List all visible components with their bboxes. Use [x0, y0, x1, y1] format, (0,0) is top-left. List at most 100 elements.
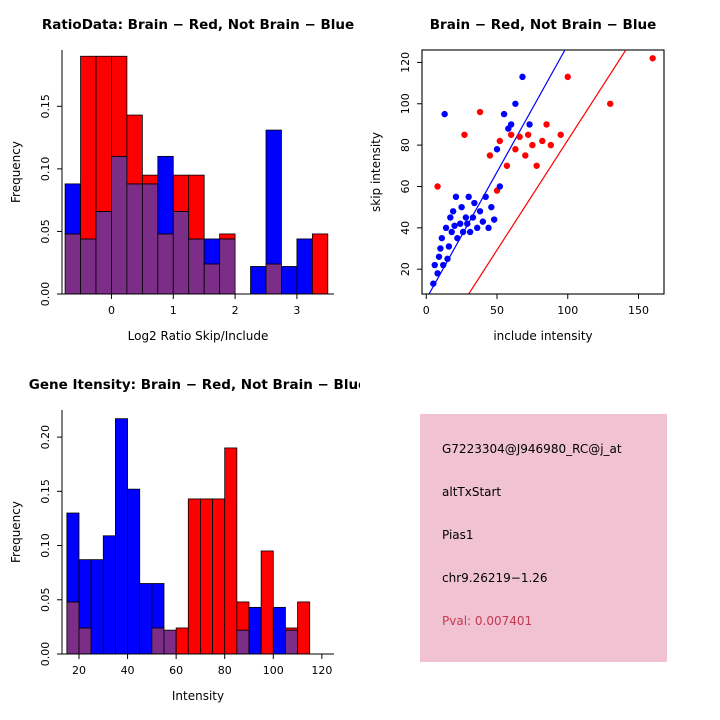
panel-ratio-histogram: 0 1 2 3 0.00 0.05 0.10 0.15 Log2 Ratio Skip/Incl… — [0, 0, 360, 360]
intensity-scatter-canvas: 0 50 100 150 20 40 60 80 100 120 include intensity… — [369, 17, 665, 343]
hist-bar — [80, 55, 97, 240]
hist-bar — [311, 233, 329, 295]
scatter-point — [431, 261, 438, 269]
hist-bar — [219, 238, 236, 295]
ratio-histogram-canvas: 0 1 2 3 0.00 0.05 0.10 0.15 Log2 Ratio Skip/Incl… — [9, 17, 354, 343]
x-axis-label: Log2 Ratio Skip/Include — [128, 329, 269, 343]
hist-bar — [236, 629, 250, 655]
tick-label: 120 — [311, 664, 332, 677]
hist-bar — [250, 266, 267, 295]
hist-bar — [111, 55, 128, 157]
scatter-point — [496, 183, 504, 190]
scatter-point — [471, 199, 478, 207]
tick-label: 0.00 — [39, 282, 52, 307]
info-line-probe-id: G7223304@J946980_RC@j_at — [442, 442, 622, 456]
hist-bar — [203, 238, 221, 265]
scatter-point — [512, 100, 519, 107]
scatter-point — [452, 193, 460, 201]
hist-bar — [126, 183, 143, 295]
hist-bar — [281, 266, 298, 295]
tick-label: 100 — [263, 664, 284, 677]
scatter-point — [526, 121, 533, 128]
scatter-point — [539, 137, 546, 145]
scatter-point — [503, 162, 511, 169]
scatter-point — [543, 121, 550, 128]
plot-frame — [421, 49, 665, 295]
scatter-point — [486, 152, 494, 159]
tick-label: 0.10 — [39, 157, 52, 182]
hist-bar — [115, 418, 128, 655]
tick-label: 0.10 — [39, 533, 52, 558]
scatter-point — [466, 228, 474, 236]
hist-bar — [111, 155, 128, 295]
chart-title: Brain − Red, Not Brain − Blue — [430, 17, 656, 33]
scatter-plot-area — [421, 49, 665, 295]
scatter-point — [442, 224, 450, 232]
hist-bar — [80, 238, 97, 295]
scatter-point — [479, 218, 487, 225]
hist-bar — [126, 114, 143, 185]
hist-bar — [203, 263, 221, 295]
scatter-point — [496, 137, 504, 145]
scatter-point — [476, 108, 484, 116]
scatter-point — [507, 131, 515, 138]
hist-bar — [141, 183, 159, 295]
scatter-point — [529, 141, 536, 149]
hist-bar — [157, 155, 174, 235]
hist-bar — [127, 488, 141, 655]
scatter-axes — [417, 50, 664, 299]
scatter-point — [547, 141, 554, 149]
tick-label: 20 — [72, 664, 86, 677]
y-axis-label: skip intensity — [369, 132, 383, 212]
scatter-point — [469, 214, 477, 221]
info-line-alt-tx-start: altTxStart — [442, 485, 502, 499]
tick-label: 0.05 — [39, 588, 52, 613]
hist-bar — [141, 174, 159, 185]
hist-bar — [285, 627, 298, 631]
scatter-point — [519, 73, 526, 81]
scatter-point — [490, 216, 498, 223]
tick-label: 0 — [423, 304, 430, 317]
gene_hist-plot-area — [66, 418, 311, 655]
ratio_hist-axes — [57, 50, 334, 299]
hist-bar — [265, 263, 282, 295]
scatter-point — [434, 183, 441, 190]
hist-bar — [102, 535, 116, 655]
scatter-point — [457, 220, 464, 227]
hist-bar — [297, 601, 311, 655]
scatter-point — [524, 131, 532, 138]
scatter-point — [430, 280, 437, 287]
scatter-point — [434, 270, 441, 277]
scatter-point — [440, 261, 447, 269]
x-axis-label: include intensity — [493, 329, 592, 343]
info-line-pvalue: Pval: 0.007401 — [442, 614, 533, 628]
info-panel: G7223304@J946980_RC@j_at altTxStart Pias… — [420, 414, 667, 662]
hist-bar — [95, 55, 112, 212]
tick-label: 150 — [628, 304, 649, 317]
scatter-point — [533, 162, 540, 169]
hist-bar — [157, 233, 174, 295]
tick-label: 0.00 — [39, 642, 52, 667]
hist-bar — [260, 550, 274, 655]
scatter-point — [488, 203, 495, 211]
scatter-point — [445, 243, 453, 250]
hist-bar — [188, 174, 205, 240]
tick-label: 60 — [169, 664, 183, 677]
tick-label: 1 — [170, 304, 177, 317]
hist-bar — [212, 498, 226, 655]
hist-bar — [64, 183, 81, 235]
hist-bar — [272, 606, 286, 655]
tick-label: 3 — [293, 304, 300, 317]
scatter-point — [473, 224, 481, 232]
hist-bar — [163, 629, 177, 655]
scatter-point — [444, 255, 451, 263]
scatter-point — [649, 55, 656, 62]
scatter-point — [435, 253, 443, 260]
fit-line — [468, 50, 627, 294]
tick-label: 2 — [232, 304, 239, 317]
tick-label: 0.15 — [39, 479, 52, 504]
ratio_hist-plot-area — [64, 55, 329, 295]
hist-bar — [64, 233, 81, 295]
x-axis-label: Intensity — [172, 689, 224, 703]
